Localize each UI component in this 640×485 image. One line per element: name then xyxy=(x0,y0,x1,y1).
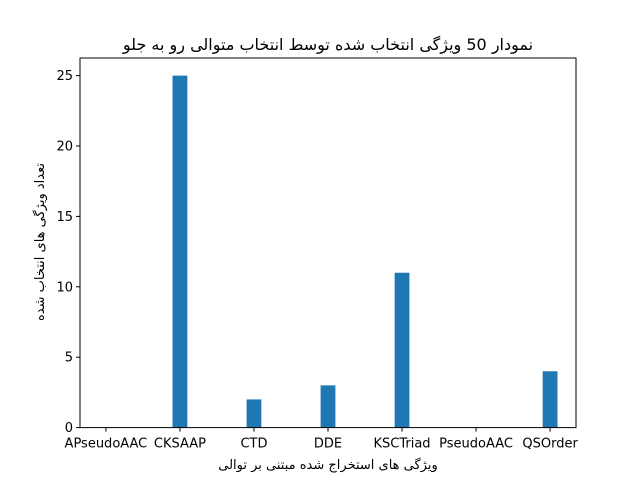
chart-title: نمودار 50 ویژگی انتخاب شده توسط انتخاب م… xyxy=(122,35,533,55)
y-tick-label: 25 xyxy=(56,69,73,84)
bar-qsorder xyxy=(542,371,558,428)
bar-ksctriad xyxy=(394,272,410,428)
x-tick-label-dde: DDE xyxy=(314,437,342,452)
x-axis-label: ویژگی های استخراج شده مبتنی بر توالی xyxy=(218,457,438,473)
x-tick-label-qsorder: QSOrder xyxy=(522,437,578,452)
bar-ctd xyxy=(246,399,262,428)
x-tick-label-ksctriad: KSCTriad xyxy=(373,437,430,452)
y-tick-label: 20 xyxy=(56,140,73,155)
y-tick-label: 15 xyxy=(56,210,73,225)
x-axis: APseudoAAC CKSAAP CTD DDE KSCTriad PseudoAAC Q… xyxy=(65,427,578,452)
bar-dde xyxy=(320,385,336,428)
plot-frame xyxy=(79,57,577,429)
x-tick-label-cksaap: CKSAAP xyxy=(154,437,206,452)
bars-group xyxy=(172,75,558,428)
y-axis-label: تعداد ویژگی های انتخاب شده xyxy=(32,163,48,321)
x-tick-label-ctd: CTD xyxy=(240,437,267,452)
y-axis: 0 5 10 15 20 25 xyxy=(56,69,80,436)
y-tick-label: 0 xyxy=(65,421,73,436)
x-tick-label-pseudoaac: PseudoAAC xyxy=(439,437,513,452)
y-tick-label: 10 xyxy=(56,280,73,295)
y-tick-label: 5 xyxy=(65,351,73,366)
bar-cksaap xyxy=(172,75,188,428)
x-tick-label-apseudoaac: APseudoAAC xyxy=(65,437,148,452)
